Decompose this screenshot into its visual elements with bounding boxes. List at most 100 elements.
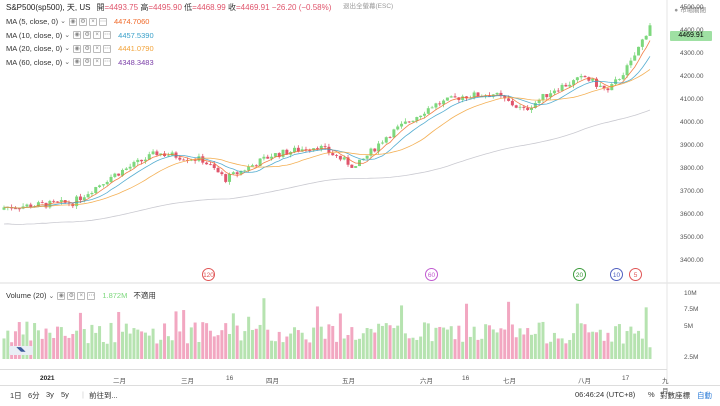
chevron-down-icon[interactable]: ⌄ bbox=[64, 31, 71, 39]
range-5y-button[interactable]: 5y bbox=[61, 390, 69, 399]
ma-label[interactable]: MA (60, close, 0) bbox=[6, 57, 63, 67]
volume-bar bbox=[617, 324, 621, 359]
log-toggle[interactable]: 對數座標 bbox=[660, 391, 690, 400]
volume-bar bbox=[2, 338, 6, 359]
close-icon[interactable]: × bbox=[93, 44, 102, 53]
candle-body bbox=[426, 108, 430, 114]
ma-label[interactable]: MA (20, close, 0) bbox=[6, 44, 63, 53]
symbol-name[interactable]: S&P500(sp500), 天, US bbox=[6, 3, 91, 12]
event-marker[interactable]: 120 bbox=[202, 268, 215, 281]
candle-body bbox=[602, 85, 606, 89]
more-icon[interactable]: ⋯ bbox=[98, 17, 107, 26]
volume-bar bbox=[293, 327, 297, 359]
volume-bar bbox=[484, 324, 488, 359]
candle-body bbox=[109, 176, 113, 182]
price-tick-label: 3400.00 bbox=[680, 257, 704, 264]
exit-fullscreen-hint[interactable]: 退出全螢幕(ESC) bbox=[343, 3, 394, 10]
close-icon[interactable]: × bbox=[88, 17, 97, 26]
volume-bar bbox=[648, 347, 652, 359]
candle-body bbox=[526, 107, 530, 110]
volume-bar bbox=[442, 327, 446, 359]
eye-icon[interactable]: ◉ bbox=[73, 58, 82, 66]
percent-toggle[interactable]: % bbox=[648, 390, 655, 399]
eye-icon[interactable]: ◉ bbox=[73, 44, 82, 53]
settings-icon[interactable]: ⚙ bbox=[83, 44, 92, 53]
event-marker[interactable]: 10 bbox=[610, 268, 623, 281]
volume-bar bbox=[625, 331, 629, 359]
candle-body bbox=[78, 196, 82, 201]
volume-bar bbox=[495, 332, 499, 359]
more-icon[interactable]: ⋯ bbox=[103, 58, 112, 66]
candle-body bbox=[346, 157, 350, 165]
volume-bar bbox=[25, 321, 29, 359]
settings-icon[interactable]: ⚙ bbox=[78, 17, 87, 26]
candle-body bbox=[170, 152, 174, 156]
close-icon[interactable]: × bbox=[93, 58, 102, 66]
volume-bar bbox=[377, 323, 381, 359]
close-label: 收 bbox=[227, 3, 236, 12]
candle-body bbox=[445, 97, 449, 101]
chevron-down-icon[interactable]: ⌄ bbox=[64, 45, 71, 52]
candle-body bbox=[13, 208, 17, 210]
range-6m-button[interactable]: 6分 bbox=[28, 391, 40, 400]
ma-label[interactable]: MA (5, close, 0) bbox=[6, 17, 59, 26]
ma-label[interactable]: MA (10, close, 0) bbox=[6, 30, 63, 40]
range-3y-button[interactable]: 3y bbox=[46, 390, 54, 399]
candle-body bbox=[537, 99, 541, 103]
candle-body bbox=[300, 149, 304, 152]
more-icon[interactable]: ⋯ bbox=[87, 291, 96, 300]
chevron-down-icon[interactable]: ⌄ bbox=[48, 292, 55, 300]
more-icon[interactable]: ⋯ bbox=[103, 44, 112, 53]
eye-icon[interactable]: ◉ bbox=[73, 31, 82, 39]
auto-toggle[interactable]: 自動 bbox=[697, 391, 712, 400]
low-value: =4468.99 bbox=[192, 3, 226, 12]
chevron-down-icon[interactable]: ⌄ bbox=[60, 18, 66, 25]
ohlc-readout: 開=4493.75 高=4495.90 低=4468.99 收=4469.91 … bbox=[96, 1, 331, 14]
range-1d-button[interactable]: 1日 bbox=[10, 391, 22, 400]
volume-bar bbox=[262, 298, 266, 359]
volume-bar bbox=[361, 333, 365, 359]
eye-icon[interactable]: ◉ bbox=[68, 17, 77, 26]
event-marker[interactable]: 5 bbox=[629, 268, 642, 281]
candle-body bbox=[522, 106, 526, 108]
volume-bar bbox=[17, 322, 21, 359]
event-marker[interactable]: 60 bbox=[425, 268, 438, 281]
candle-body bbox=[82, 197, 86, 201]
volume-bar bbox=[568, 339, 572, 359]
time-axis[interactable]: 2021 二月 三月 16 四月 五月 六月 16 七月 八月 17 九月 bbox=[0, 369, 669, 395]
price-tick-label: 3600.00 bbox=[680, 211, 704, 218]
goto-button[interactable]: 前往到... bbox=[89, 391, 118, 400]
volume-bar bbox=[335, 341, 339, 359]
ma-row: MA (20, close, 0) ⌄ ◉ ⚙ × ⋯ 4441.0790 bbox=[6, 42, 154, 55]
volume-bar bbox=[285, 336, 289, 359]
volume-bar bbox=[250, 329, 254, 359]
volume-bar bbox=[273, 341, 277, 359]
candle-body bbox=[587, 77, 591, 81]
candle-body bbox=[266, 156, 270, 159]
close-icon[interactable]: × bbox=[93, 31, 102, 39]
event-marker[interactable]: 20 bbox=[573, 268, 586, 281]
clock-readout[interactable]: 06:46:24 (UTC+8) bbox=[575, 390, 636, 399]
volume-bar bbox=[312, 327, 316, 359]
candle-body bbox=[568, 84, 572, 87]
open-value: =4493.75 bbox=[104, 3, 139, 12]
chevron-down-icon[interactable]: ⌄ bbox=[64, 58, 71, 66]
volume-legend: Volume (20) ⌄ ◉ ⚙ × ⋯ 1.872M 不適用 bbox=[6, 290, 156, 301]
candle-body bbox=[178, 157, 182, 160]
more-icon[interactable]: ⋯ bbox=[103, 31, 112, 39]
volume-bar bbox=[166, 336, 170, 359]
candle-body bbox=[400, 123, 404, 127]
close-icon[interactable]: × bbox=[77, 291, 86, 300]
volume-bar bbox=[266, 329, 270, 359]
volume-bar bbox=[270, 340, 274, 359]
settings-icon[interactable]: ⚙ bbox=[83, 31, 92, 39]
volume-bar bbox=[48, 332, 52, 359]
candle-body bbox=[113, 173, 117, 177]
eye-icon[interactable]: ◉ bbox=[57, 291, 66, 300]
candle-body bbox=[369, 148, 373, 156]
volume-label[interactable]: Volume (20) bbox=[6, 291, 47, 300]
candle-body bbox=[327, 146, 331, 154]
settings-icon[interactable]: ⚙ bbox=[83, 58, 92, 66]
settings-icon[interactable]: ⚙ bbox=[67, 291, 76, 300]
